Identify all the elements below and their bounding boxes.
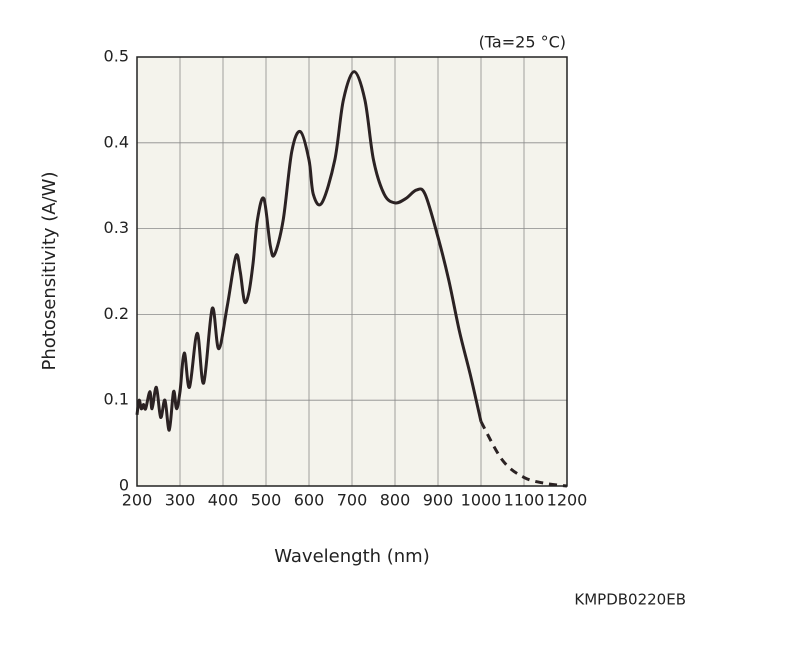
- figure-code: KMPDB0220EB: [574, 591, 686, 609]
- x-tick-label: 200: [122, 491, 153, 510]
- annotation: (Ta=25 °C): [479, 33, 566, 52]
- y-axis-label: Photosensitivity (A/W): [39, 172, 60, 371]
- plot-frame: [136, 56, 568, 487]
- x-tick-label: 1200: [547, 491, 588, 510]
- line: [135, 70, 483, 432]
- x-tick-label: 800: [380, 491, 411, 510]
- y-tick-label: 0.2: [104, 304, 129, 323]
- y-tick-label: 0.4: [104, 132, 129, 151]
- x-tick-label: 500: [251, 491, 282, 510]
- x-axis-label: Wavelength (nm): [274, 546, 430, 567]
- x-tick-label: 400: [208, 491, 239, 510]
- y-tick-label: 0.3: [104, 218, 129, 237]
- x-tick-label: 700: [337, 491, 368, 510]
- x-tick-label: 1000: [461, 491, 502, 510]
- x-tick-label: 900: [423, 491, 454, 510]
- x-tick-label: 1100: [504, 491, 545, 510]
- y-tick-label: 0.1: [104, 390, 129, 409]
- x-tick-label: 600: [294, 491, 325, 510]
- y-tick-label: 0: [119, 476, 129, 495]
- x-tick-label: 300: [165, 491, 196, 510]
- line: [479, 420, 568, 488]
- y-tick-label: 0.5: [104, 47, 129, 66]
